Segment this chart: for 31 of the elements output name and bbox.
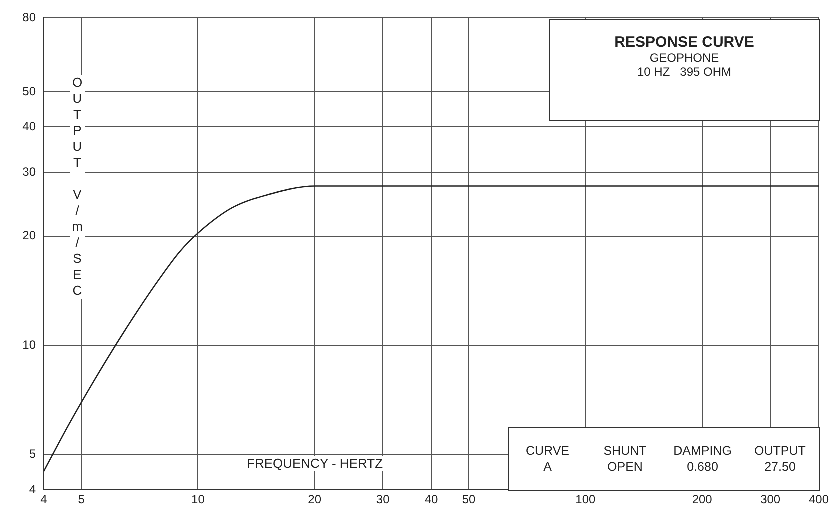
y-axis-title: OUTPUT V/m/SEC (70, 75, 85, 299)
x-axis-title: FREQUENCY - HERTZ (243, 456, 388, 471)
x-tick-label: 20 (308, 492, 322, 507)
y-tick-label: 4 (29, 482, 36, 496)
x-tick-label: 5 (78, 492, 86, 507)
x-tick-label: 50 (462, 492, 476, 507)
y-tick-label: 5 (29, 447, 36, 462)
y-tick-label: 30 (22, 164, 36, 179)
y-tick-label: 80 (22, 10, 36, 24)
annotation: DAMPING (672, 444, 733, 458)
annotation: 27.50 (764, 460, 797, 474)
x-tick-label: 200 (692, 492, 713, 507)
annotation: 10 HZ 395 OHM (636, 65, 733, 79)
annotation: OUTPUT (754, 444, 807, 458)
y-tick-label: 20 (22, 228, 36, 243)
x-tick-label: 400 (808, 492, 830, 507)
x-tick-label: 300 (760, 492, 781, 507)
annotation: CURVE (524, 444, 571, 458)
x-tick-label: 40 (424, 492, 438, 507)
y-tick-label: 40 (22, 120, 36, 134)
title-panel: RESPONSE CURVE GEOPHONE 10 HZ 395 OHM (549, 19, 820, 121)
x-tick-label: 10 (192, 492, 206, 507)
annotation: 0.680 (686, 460, 720, 474)
annotation: OPEN (606, 460, 644, 474)
y-tick-label: 50 (22, 84, 36, 98)
annotation: SHUNT (602, 444, 648, 458)
x-tick-label: 30 (376, 492, 390, 507)
y-tick-label: 10 (22, 338, 36, 352)
annotation: A (542, 460, 553, 474)
x-tick-label: 100 (576, 492, 596, 507)
x-tick-label: 4 (40, 492, 48, 507)
